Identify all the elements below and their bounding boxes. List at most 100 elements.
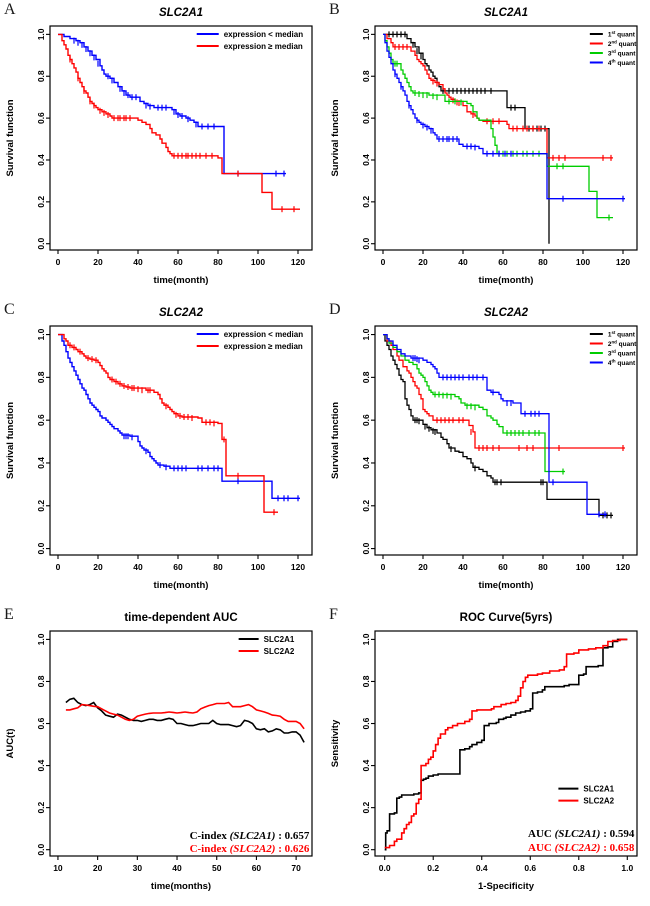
svg-text:1.0: 1.0 [36, 328, 46, 340]
panel-b: B SLC2A1 0 20 40 60 80 100 120 0.0 0.2 0.4 0.6 0.8 1.… [325, 0, 650, 300]
svg-text:0.4: 0.4 [361, 759, 371, 771]
svg-text:20: 20 [418, 257, 428, 267]
svg-text:0.4: 0.4 [361, 154, 371, 166]
svg-text:80: 80 [538, 257, 548, 267]
svg-text:1.0: 1.0 [36, 28, 46, 40]
svg-text:0.4: 0.4 [361, 457, 371, 469]
svg-text:SLC2A1: SLC2A1 [583, 784, 614, 793]
svg-text:120: 120 [616, 257, 630, 267]
svg-text:0.8: 0.8 [36, 371, 46, 383]
svg-text:0.2: 0.2 [361, 196, 371, 208]
svg-text:3rd quant: 3rd quant [608, 49, 636, 57]
svg-text:0.8: 0.8 [361, 70, 371, 82]
svg-text:0.6: 0.6 [36, 717, 46, 729]
svg-text:0.6: 0.6 [361, 414, 371, 426]
svg-text:0.0: 0.0 [36, 238, 46, 250]
panel-letter-c: C [4, 301, 15, 318]
svg-text:C-index (SLC2A2) : 0.626: C-index (SLC2A2) : 0.626 [190, 843, 310, 855]
time-dependent-auc-chart: time-dependent AUC 10 20 30 40 50 60 70 0.0 0.2 0.… [5, 612, 313, 892]
svg-text:40: 40 [133, 562, 143, 572]
svg-text:100: 100 [251, 257, 265, 267]
svg-text:0.8: 0.8 [361, 371, 371, 383]
svg-text:100: 100 [576, 562, 590, 572]
svg-text:120: 120 [291, 562, 305, 572]
svg-text:SLC2A2: SLC2A2 [583, 796, 614, 805]
svg-text:1.0: 1.0 [361, 633, 371, 645]
svg-text:0: 0 [381, 257, 386, 267]
panel-letter-b: B [329, 1, 340, 18]
svg-text:0.8: 0.8 [573, 863, 585, 873]
svg-text:60: 60 [498, 257, 508, 267]
svg-text:0.2: 0.2 [427, 863, 439, 873]
svg-text:SLC2A1: SLC2A1 [484, 7, 528, 19]
svg-text:0.8: 0.8 [361, 675, 371, 687]
svg-text:20: 20 [418, 562, 428, 572]
panel-letter-f: F [329, 606, 338, 623]
svg-text:1.0: 1.0 [361, 328, 371, 340]
km-chart-slc2a1-quantiles: SLC2A1 0 20 40 60 80 100 120 0.0 0.2 0.4 0.6 0.8 1.0 t… [330, 7, 638, 286]
svg-text:SLC2A2: SLC2A2 [264, 647, 295, 656]
svg-text:60: 60 [498, 562, 508, 572]
svg-text:20: 20 [93, 863, 103, 873]
panel-letter-d: D [329, 301, 341, 318]
svg-text:80: 80 [213, 257, 223, 267]
km-chart-slc2a2-quantiles: SLC2A2 0 20 40 60 80 100 120 0.0 0.2 0.4 0.6 0.8 1.0 t… [330, 307, 638, 591]
svg-text:0.2: 0.2 [361, 801, 371, 813]
svg-text:1st quant: 1st quant [608, 330, 636, 338]
svg-text:0: 0 [381, 562, 386, 572]
panel-e: E time-dependent AUC 10 20 30 40 50 60 70 0.0 0.2… [0, 605, 325, 906]
svg-text:SLC2A2: SLC2A2 [159, 307, 204, 319]
svg-text:time(month): time(month) [479, 580, 534, 591]
svg-text:3rd quant: 3rd quant [608, 349, 636, 357]
svg-text:time(month): time(month) [154, 580, 209, 591]
svg-text:0.8: 0.8 [36, 675, 46, 687]
svg-text:AUC(t): AUC(t) [5, 728, 16, 758]
svg-text:50: 50 [212, 863, 222, 873]
svg-text:1.0: 1.0 [36, 633, 46, 645]
svg-text:AUC (SLC2A1) : 0.594: AUC (SLC2A1) : 0.594 [528, 828, 635, 840]
svg-text:60: 60 [252, 863, 262, 873]
svg-text:ROC Curve(5yrs): ROC Curve(5yrs) [460, 612, 553, 624]
roc-curve-chart: ROC Curve(5yrs) 0.0 0.2 0.4 0.6 0.8 1.0 0.0 0.2 0… [330, 612, 638, 892]
svg-text:0.6: 0.6 [36, 112, 46, 124]
svg-text:0.6: 0.6 [361, 112, 371, 124]
svg-text:80: 80 [538, 562, 548, 572]
svg-text:expression < median: expression < median [224, 30, 303, 39]
svg-text:0.4: 0.4 [36, 759, 46, 771]
svg-text:0.0: 0.0 [361, 238, 371, 250]
panel-d: D SLC2A2 0 20 40 60 80 100 120 0.0 0.2 0.4 0.6 0.8 1.… [325, 300, 650, 605]
svg-text:0.4: 0.4 [476, 863, 488, 873]
svg-text:1-Specificity: 1-Specificity [478, 881, 535, 892]
svg-text:0: 0 [56, 562, 61, 572]
svg-text:C-index (SLC2A1) : 0.657: C-index (SLC2A1) : 0.657 [190, 830, 310, 842]
svg-text:60: 60 [173, 257, 183, 267]
svg-text:Survival function: Survival function [330, 99, 341, 176]
svg-text:0.8: 0.8 [36, 70, 46, 82]
svg-text:Survival function: Survival function [5, 99, 16, 176]
svg-text:0.0: 0.0 [379, 863, 391, 873]
svg-text:Sensitivity: Sensitivity [330, 719, 341, 767]
svg-text:40: 40 [133, 257, 143, 267]
svg-text:20: 20 [93, 562, 103, 572]
svg-text:SLC2A1: SLC2A1 [264, 635, 295, 644]
svg-text:1.0: 1.0 [621, 863, 633, 873]
svg-text:1.0: 1.0 [361, 28, 371, 40]
svg-text:30: 30 [133, 863, 143, 873]
svg-text:100: 100 [576, 257, 590, 267]
svg-text:0: 0 [56, 257, 61, 267]
svg-text:120: 120 [616, 562, 630, 572]
svg-text:80: 80 [213, 562, 223, 572]
svg-text:0.4: 0.4 [36, 457, 46, 469]
svg-text:2nd quant: 2nd quant [608, 40, 637, 48]
panel-c: C SLC2A2 0 20 40 60 80 100 120 0.0 0.2 0.4 0.6 0.8 1.… [0, 300, 325, 605]
svg-text:SLC2A2: SLC2A2 [484, 307, 529, 319]
svg-text:40: 40 [172, 863, 182, 873]
svg-text:Survival function: Survival function [5, 402, 16, 479]
km-chart-slc2a1-median: SLC2A1 0 20 40 60 80 100 120 0.0 0.2 0.4 0.6 0.8 1.0 t… [5, 7, 313, 286]
svg-text:0.0: 0.0 [361, 542, 371, 554]
svg-text:time(month): time(month) [154, 275, 209, 286]
svg-text:expression ≥ median: expression ≥ median [224, 342, 303, 351]
panel-letter-e: E [4, 606, 14, 623]
km-chart-slc2a2-median: SLC2A2 0 20 40 60 80 100 120 0.0 0.2 0.4 0.6 0.8 1.0 t… [5, 307, 313, 591]
panel-a: A SLC2A1 0 20 40 60 80 100 120 0.0 0.2 0.4 0.6 0.8 1.… [0, 0, 325, 300]
